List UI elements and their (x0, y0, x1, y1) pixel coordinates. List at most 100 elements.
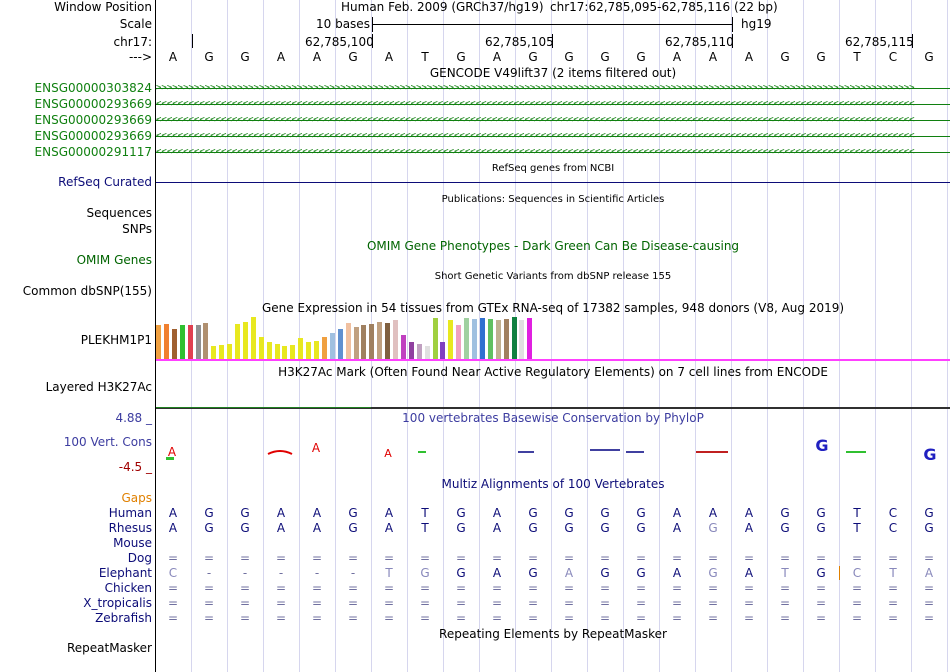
gtex-tissue-bar[interactable] (519, 320, 525, 359)
multiz-base: = (851, 611, 863, 625)
gtex-tissue-bar[interactable] (416, 344, 422, 359)
gtex-tissue-bar[interactable] (266, 342, 272, 359)
multiz-species-label[interactable]: Mouse (113, 536, 152, 550)
multiz-species-label[interactable]: Dog (127, 551, 152, 565)
gtex-tissue-bar[interactable] (464, 318, 470, 359)
gtex-bar-chart[interactable] (156, 316, 556, 359)
gtex-tissue-bar[interactable] (385, 323, 391, 359)
scale-label: Scale (119, 17, 152, 31)
multiz-base: = (239, 596, 251, 610)
gtex-tissue-bar[interactable] (400, 335, 406, 359)
gtex-tissue-bar[interactable] (503, 319, 509, 359)
gtex-tissue-bar[interactable] (250, 317, 256, 359)
gtex-tissue-bar[interactable] (235, 324, 240, 359)
multiz-base: = (203, 611, 215, 625)
gtex-tissue-bar[interactable] (527, 318, 533, 359)
gtex-label[interactable]: PLEKHM1P1 (80, 333, 152, 347)
multiz-base: = (563, 611, 575, 625)
h3k27ac-label[interactable]: Layered H3K27Ac (45, 380, 152, 394)
gtex-tissue-bar[interactable] (203, 323, 209, 359)
gtex-tissue-bar[interactable] (329, 333, 335, 359)
refseq-label[interactable]: RefSeq Curated (58, 175, 152, 189)
repeatmasker-label[interactable]: RepeatMasker (66, 641, 152, 655)
publications-label-sequences[interactable]: Sequences (86, 206, 152, 220)
gtex-tissue-bar[interactable] (479, 318, 485, 359)
multiz-base: = (563, 581, 575, 595)
gtex-tissue-bar[interactable] (511, 317, 517, 359)
gtex-tissue-bar[interactable] (369, 324, 375, 359)
gencode-gene-label[interactable]: ENSG00000293669 (34, 97, 152, 111)
gtex-tissue-bar[interactable] (258, 337, 264, 359)
gtex-tissue-bar[interactable] (314, 341, 319, 359)
multiz-base: = (527, 611, 539, 625)
multiz-base: = (923, 551, 935, 565)
gtex-tissue-bar[interactable] (227, 344, 233, 359)
gencode-gene-track[interactable]: >>>>>>>>>>>>>>>>>>>>>>>>>>>>>>>>>>>>>>>>… (156, 81, 950, 96)
gtex-tissue-bar[interactable] (282, 346, 288, 359)
multiz-base: C (852, 566, 862, 580)
gtex-tissue-bar[interactable] (472, 319, 477, 359)
gtex-tissue-bar[interactable] (408, 342, 414, 359)
sequence-base: T (853, 50, 861, 64)
phylop-glyph-g: G (923, 445, 936, 464)
gaps-label[interactable]: Gaps (121, 491, 152, 505)
multiz-base: = (239, 551, 251, 565)
gtex-tissue-bar[interactable] (321, 337, 327, 359)
gtex-tissue-bar[interactable] (337, 329, 343, 359)
multiz-base: G (348, 506, 358, 520)
phylop-max-label: 4.88 _ (115, 411, 152, 425)
gtex-tissue-bar[interactable] (345, 323, 351, 359)
gtex-tissue-bar[interactable] (156, 325, 161, 359)
gencode-gene-label[interactable]: ENSG00000293669 (34, 113, 152, 127)
gtex-tissue-bar[interactable] (242, 322, 248, 359)
gtex-tissue-bar[interactable] (424, 346, 430, 359)
gtex-tissue-bar[interactable] (440, 342, 446, 359)
base-grid-line (443, 0, 444, 672)
h3k27ac-title: H3K27Ac Mark (Often Found Near Active Re… (278, 365, 828, 379)
gtex-tissue-bar[interactable] (361, 325, 367, 359)
multiz-species-label[interactable]: Elephant (98, 566, 152, 580)
multiz-species-label[interactable]: Chicken (104, 581, 152, 595)
gtex-tissue-bar[interactable] (432, 318, 438, 359)
multiz-base: - (206, 566, 212, 580)
gencode-gene-label[interactable]: ENSG00000291117 (34, 145, 152, 159)
gtex-tissue-bar[interactable] (298, 338, 304, 359)
gtex-tissue-bar[interactable] (211, 346, 217, 359)
gtex-tissue-bar[interactable] (163, 324, 169, 359)
gtex-tissue-bar[interactable] (456, 325, 462, 359)
dbsnp-label[interactable]: Common dbSNP(155) (22, 284, 152, 298)
h3k27ac-signal-line-green (156, 407, 371, 408)
multiz-base: G (600, 506, 610, 520)
multiz-species-label[interactable]: Human (108, 506, 152, 520)
gencode-gene-track[interactable]: <<<<<<<<<<<<<<<<<<<<<<<<<<<<<<<<<<<<<<<<… (156, 113, 950, 128)
publications-label-snps[interactable]: SNPs (122, 222, 152, 236)
gencode-gene-track[interactable]: <<<<<<<<<<<<<<<<<<<<<<<<<<<<<<<<<<<<<<<<… (156, 97, 950, 112)
omim-label[interactable]: OMIM Genes (76, 253, 152, 267)
gtex-tissue-bar[interactable] (219, 345, 225, 359)
multiz-species-label[interactable]: Zebrafish (95, 611, 152, 625)
gtex-tissue-bar[interactable] (495, 320, 501, 359)
track-left-border (155, 0, 156, 672)
gencode-gene-track[interactable]: <<<<<<<<<<<<<<<<<<<<<<<<<<<<<<<<<<<<<<<<… (156, 145, 950, 160)
multiz-species-label[interactable]: Rhesus (108, 521, 152, 535)
multiz-base: = (563, 596, 575, 610)
gtex-tissue-bar[interactable] (290, 345, 296, 359)
gtex-tissue-bar[interactable] (274, 344, 280, 359)
gtex-tissue-bar[interactable] (187, 325, 193, 359)
gtex-tissue-bar[interactable] (195, 325, 201, 359)
gencode-gene-track[interactable]: <<<<<<<<<<<<<<<<<<<<<<<<<<<<<<<<<<<<<<<<… (156, 129, 950, 144)
gtex-tissue-bar[interactable] (448, 320, 454, 359)
gtex-tissue-bar[interactable] (179, 325, 185, 359)
gtex-tissue-bar[interactable] (487, 319, 493, 359)
gtex-tissue-bar[interactable] (377, 322, 383, 359)
gtex-tissue-bar[interactable] (353, 327, 359, 359)
gtex-tissue-bar[interactable] (171, 329, 177, 359)
gencode-gene-label[interactable]: ENSG00000293669 (34, 129, 152, 143)
gencode-gene-label[interactable]: ENSG00000303824 (34, 81, 152, 95)
multiz-species-label[interactable]: X_tropicalis (83, 596, 152, 610)
multiz-base: = (923, 596, 935, 610)
gtex-tissue-bar[interactable] (393, 320, 398, 359)
phylop-label[interactable]: 100 Vert. Cons (63, 435, 152, 449)
gtex-tissue-bar[interactable] (306, 342, 312, 359)
